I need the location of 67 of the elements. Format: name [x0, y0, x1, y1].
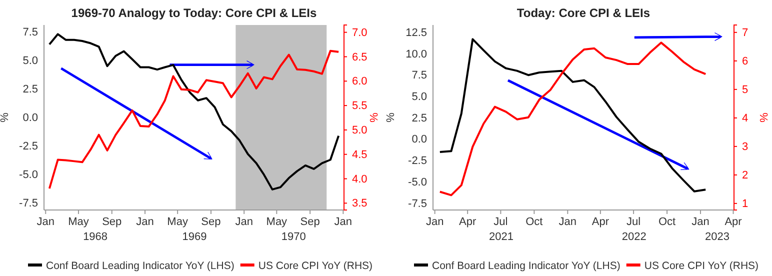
- x-tick-label: Apr: [592, 216, 610, 228]
- legend-label: US Core CPI YoY (RHS): [258, 260, 373, 272]
- x-tick-label: Jan: [235, 216, 253, 228]
- y2-tick-label: 4.0: [352, 173, 368, 186]
- x-tick-label: Jan: [136, 216, 154, 228]
- y2-tick-label: 6: [742, 55, 748, 68]
- y-tick-label: 5.0: [412, 90, 427, 103]
- y-tick-label: -2.5: [19, 140, 38, 153]
- text: 2023: [705, 231, 730, 243]
- x-tick-label: May: [266, 216, 288, 228]
- y-tick-label: 10.0: [406, 48, 427, 60]
- y2-tick-label: 1: [742, 198, 748, 210]
- x-tick-label: Sep: [102, 216, 122, 228]
- x-tick-label: Apr: [459, 216, 476, 228]
- y-tick-label: 7.5: [22, 26, 38, 38]
- x-tick-label: May: [68, 216, 90, 228]
- x-tick-label: Jul: [626, 216, 641, 228]
- y2-tick-label: 3: [742, 140, 748, 153]
- y-axis-title: %: [385, 112, 397, 122]
- y2-tick-label: 4.5: [352, 148, 368, 161]
- y-tick-label: 5.0: [22, 54, 38, 67]
- x-tick-label: Jan: [558, 216, 577, 228]
- y-tick-label: 12.5: [406, 26, 427, 39]
- x-tick-label: Jan: [334, 216, 352, 228]
- y-tick-label: 0.0: [412, 134, 427, 146]
- x-tick-label: Oct: [526, 216, 543, 228]
- y2-tick-label: 7: [742, 26, 748, 39]
- x-tick-label: Jul: [494, 216, 508, 228]
- y-tick-label: 2.5: [22, 83, 38, 96]
- y2-tick-label: 5: [742, 84, 748, 96]
- x-tick-label: Sep: [201, 216, 221, 228]
- y-tick-label: -7.5: [408, 198, 427, 210]
- x-tick-label: May: [167, 216, 188, 228]
- y2-tick-label: 7.0: [352, 26, 368, 39]
- x-tick-label: Oct: [658, 216, 676, 228]
- chart-title: 1969-70 Analogy to Today: Core CPI & LEIs: [71, 6, 318, 20]
- y2-tick-label: 5.0: [352, 124, 368, 136]
- y2-tick-label: 3.5: [352, 198, 368, 210]
- y-tick-label: 7.5: [412, 70, 427, 82]
- y-tick-label: -7.5: [19, 198, 38, 210]
- text: 1968: [83, 231, 108, 243]
- x-tick-label: Jan: [36, 216, 55, 228]
- legend-label: US Core CPI YoY (RHS): [644, 260, 759, 272]
- y2-tick-label: 6.0: [352, 76, 368, 88]
- y2-axis-title: %: [757, 112, 769, 123]
- y-axis-title: %: [0, 112, 11, 122]
- y-tick-label: -5.0: [19, 169, 38, 182]
- legend-label: Conf Board Leading Indicator YoY (LHS): [46, 260, 234, 272]
- text: 2022: [622, 231, 646, 243]
- y-tick-label: -5.0: [408, 176, 427, 188]
- y2-axis-title: %: [367, 112, 379, 123]
- x-tick-label: Jan: [692, 216, 710, 228]
- text: 2021: [489, 231, 514, 243]
- y-tick-label: 0.0: [22, 112, 38, 124]
- y-tick-label: -2.5: [408, 155, 427, 168]
- x-tick-label: Jan: [426, 216, 444, 228]
- y-tick-label: 2.5: [412, 112, 427, 124]
- y2-tick-label: 2: [742, 169, 748, 182]
- y2-tick-label: 5.5: [352, 100, 368, 112]
- x-tick-label: Sep: [300, 216, 320, 228]
- chart-title: Today: Core CPI & LEIs: [516, 6, 650, 20]
- text: 1969: [182, 231, 207, 243]
- legend-label: Conf Board Leading Indicator YoY (LHS): [432, 260, 620, 272]
- y2-tick-label: 6.5: [352, 51, 368, 64]
- text: 1970: [281, 231, 306, 243]
- y2-tick-label: 4: [742, 112, 748, 124]
- x-tick-label: Apr: [724, 216, 742, 228]
